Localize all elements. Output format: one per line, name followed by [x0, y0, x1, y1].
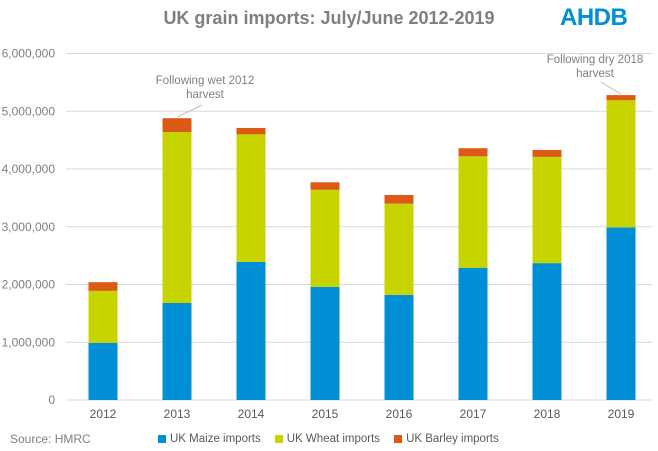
annotation-line2: harvest: [576, 68, 614, 80]
legend-label: UK Maize imports: [170, 433, 261, 445]
x-tick-label: 2014: [238, 407, 265, 421]
bar-segment: [236, 261, 266, 400]
y-tick-label: 6,000,000: [2, 47, 56, 61]
annotation-line1: Following dry 2018: [546, 54, 644, 66]
legend: UK Maize imports UK Wheat imports UK Bar…: [158, 433, 499, 445]
bar-segment: [384, 194, 414, 204]
legend-label: UK Barley imports: [406, 433, 499, 445]
legend-swatch: [158, 435, 166, 443]
legend-swatch: [274, 435, 283, 443]
bar-segment: [310, 189, 340, 287]
legend-label: UK Wheat imports: [286, 433, 381, 445]
y-tick-label: 3,000,000: [2, 220, 56, 234]
y-tick-label: 5,000,000: [2, 104, 56, 118]
legend-item-maize: UK Maize imports: [158, 433, 261, 445]
x-tick-label: 2017: [460, 407, 487, 421]
source-note: Source: HMRC: [10, 432, 91, 446]
x-tick-label: 2015: [312, 407, 339, 421]
bar-segment: [88, 290, 118, 343]
x-tick-label: 2012: [90, 407, 117, 421]
x-tick-label: 2019: [608, 407, 635, 421]
annotation-dry-2018: Following dry 2018 harvest: [535, 53, 655, 81]
bar-segment: [162, 302, 192, 400]
annotation-wet-2012: Following wet 2012 harvest: [130, 74, 280, 102]
annotation-line1: Following wet 2012: [155, 75, 255, 87]
bar-segment: [310, 286, 340, 400]
bar-segment: [606, 95, 636, 101]
y-tick-label: 1,000,000: [2, 335, 56, 349]
chart-title: UK grain imports: July/June 2012-2019: [163, 8, 495, 28]
legend-item-barley: UK Barley imports: [394, 433, 499, 445]
bar-segment: [236, 127, 266, 135]
bar-segment: [384, 203, 414, 295]
bar-segment: [458, 148, 488, 157]
bar-segment: [88, 282, 118, 291]
legend-swatch: [394, 435, 403, 443]
bar-segment: [532, 156, 562, 264]
y-tick-label: 2,000,000: [2, 278, 56, 292]
annotation-line2: harvest: [186, 89, 224, 101]
ahdb-logo: AHDB: [560, 4, 628, 31]
bar-segment: [606, 100, 636, 228]
x-tick-label: 2016: [386, 407, 413, 421]
y-tick-label: 4,000,000: [2, 162, 56, 176]
bar-segment: [162, 132, 192, 303]
bar-segment: [458, 156, 488, 268]
legend-item-wheat: UK Wheat imports: [274, 433, 381, 445]
x-tick-label: 2018: [534, 407, 561, 421]
bar-segment: [384, 294, 414, 400]
bar-segment: [458, 267, 488, 400]
bar-segment: [606, 227, 636, 400]
bar-segment: [532, 149, 562, 157]
bar-segment: [88, 342, 118, 400]
y-tick-label: 0: [48, 393, 55, 407]
annotation-leader-line: [176, 104, 203, 118]
bar-segment: [532, 263, 562, 400]
bar-segment: [162, 118, 192, 133]
bar-segment: [310, 182, 340, 190]
annotation-leader-line: [600, 81, 622, 95]
x-tick-label: 2013: [164, 407, 191, 421]
bar-segment: [236, 134, 266, 262]
